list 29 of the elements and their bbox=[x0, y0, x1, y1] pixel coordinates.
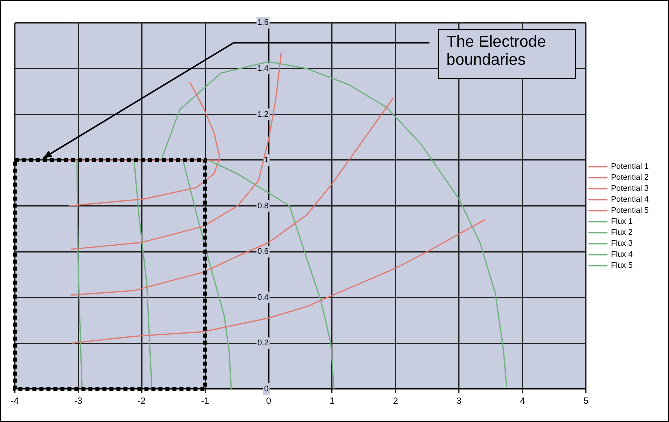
x-tick-label: 3 bbox=[456, 396, 462, 406]
legend-label: Flux 5 bbox=[611, 261, 634, 270]
legend-label: Flux 3 bbox=[611, 239, 634, 248]
legend-label: Potential 3 bbox=[611, 184, 650, 194]
legend-label: Flux 1 bbox=[611, 217, 634, 226]
y-tick-label: 1.6 bbox=[258, 18, 270, 28]
y-tick-label: 0.6 bbox=[258, 247, 270, 256]
x-tick-label: -3 bbox=[74, 396, 82, 406]
x-tick-label: 5 bbox=[584, 396, 589, 406]
y-tick-label: 0.8 bbox=[258, 201, 270, 210]
y-tick-label: 0 bbox=[264, 384, 270, 394]
x-tick-label: 4 bbox=[520, 396, 526, 406]
legend-label: Potential 4 bbox=[611, 195, 650, 204]
x-tick-label: -1 bbox=[201, 396, 210, 406]
y-tick-label: 1 bbox=[264, 156, 270, 165]
y-tick-label: 0.2 bbox=[258, 338, 270, 348]
y-tick-label: 1.4 bbox=[258, 64, 270, 73]
x-tick-label: -4 bbox=[10, 396, 20, 406]
legend-label: Potential 1 bbox=[611, 162, 650, 172]
legend-label: Flux 4 bbox=[611, 250, 634, 260]
annotation: The Electrode boundaries bbox=[438, 29, 576, 79]
legend-label: Flux 2 bbox=[611, 228, 634, 238]
x-tick-label: 1 bbox=[330, 396, 335, 406]
y-tick-label: 1.2 bbox=[258, 110, 270, 119]
x-tick-label: 2 bbox=[393, 396, 398, 406]
legend-label: Potential 2 bbox=[611, 173, 650, 182]
x-tick-label: -2 bbox=[138, 396, 146, 406]
y-tick-label: 0.4 bbox=[258, 292, 270, 302]
legend-label: Potential 5 bbox=[611, 206, 650, 216]
